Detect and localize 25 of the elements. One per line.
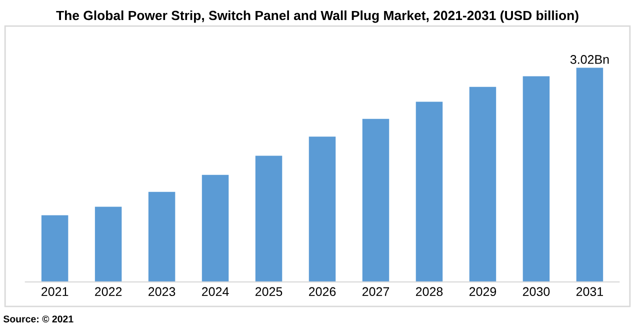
bar (576, 68, 604, 282)
bar (362, 118, 390, 282)
x-tick-label: 2028 (416, 287, 443, 296)
source-note: Source: © 2021 (3, 316, 74, 322)
bar (202, 174, 229, 282)
chart-title: The Global Power Strip, Switch Panel and Wall Plug Market, 2021-2031 (USD billion) (56, 10, 578, 23)
x-tick-label: 2030 (522, 287, 550, 296)
bar (41, 215, 68, 282)
x-tick-label: 2026 (308, 287, 336, 296)
bar (522, 76, 550, 282)
x-tick-label: 2025 (256, 287, 282, 296)
bar (94, 206, 122, 282)
x-tick-label: 2031 (576, 287, 603, 296)
bar (255, 156, 282, 282)
x-tick-label: 2022 (95, 287, 122, 296)
bar (416, 102, 443, 282)
x-tick-label: 2023 (148, 287, 176, 296)
x-tick-label: 2021 (42, 287, 68, 296)
x-tick-label: 2024 (202, 287, 229, 296)
data-label: 3.02Bn (570, 55, 609, 64)
x-tick-label: 2029 (469, 287, 496, 296)
bar (148, 192, 176, 282)
bar (469, 86, 496, 282)
x-tick-label: 2027 (362, 287, 390, 296)
bar (308, 136, 336, 282)
